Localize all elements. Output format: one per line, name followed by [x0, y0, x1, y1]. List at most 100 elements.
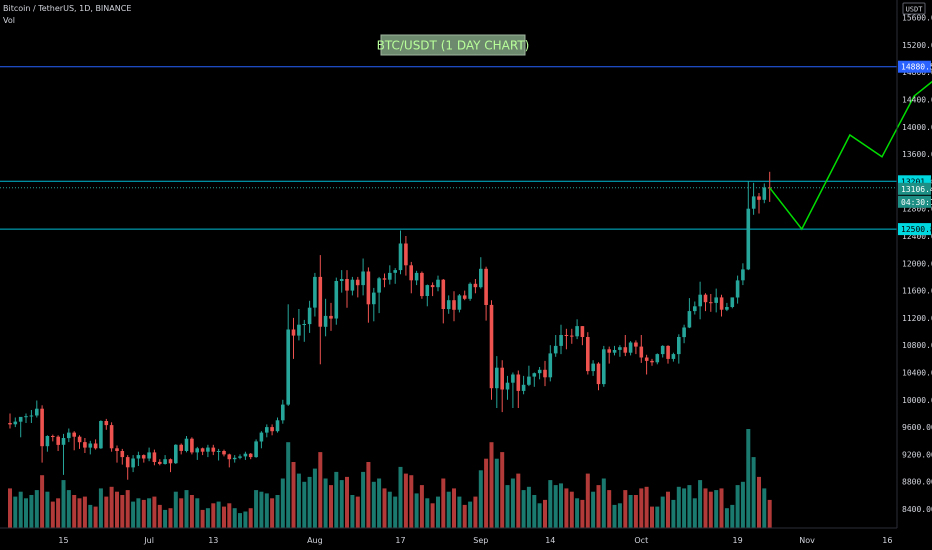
volume-bar — [569, 491, 574, 528]
candle-body — [650, 360, 654, 363]
volume-bar — [136, 498, 141, 528]
volume-bar — [559, 483, 563, 528]
x-tick-label: Nov — [799, 536, 815, 545]
volume-bar — [377, 478, 382, 528]
candle-body — [559, 335, 563, 346]
volume-bar — [179, 498, 184, 528]
volume-bar — [141, 499, 146, 528]
x-tick-label: Sep — [473, 536, 488, 545]
candle-body — [570, 335, 574, 337]
candle-body — [511, 374, 515, 383]
candle-body — [746, 208, 751, 270]
volume-bar — [350, 495, 355, 528]
candle-body — [302, 324, 306, 325]
volume-bar — [147, 498, 152, 528]
volume-bar — [500, 452, 505, 528]
y-tick-label: 11600.00 — [902, 287, 932, 296]
candle-body — [158, 461, 162, 464]
volume-bar — [414, 493, 419, 528]
volume-bar — [708, 491, 713, 528]
volume-bar — [227, 503, 232, 529]
candle-body — [660, 345, 665, 355]
volume-bar — [157, 504, 162, 528]
volume-bar — [248, 508, 253, 528]
candle-body — [248, 453, 253, 458]
candle-body — [211, 447, 216, 452]
volume-bar — [34, 490, 39, 529]
candle-body — [580, 326, 585, 337]
candle-body — [479, 268, 483, 288]
candle-body — [457, 295, 462, 310]
volume-bar — [537, 503, 542, 529]
candle-body — [174, 444, 178, 464]
volume-bar — [318, 452, 323, 528]
candle-body — [8, 423, 12, 425]
volume-bar — [548, 480, 553, 528]
candle-body — [109, 425, 114, 449]
volume-bar — [596, 485, 601, 528]
volume-bar — [687, 485, 692, 528]
x-tick-label: Oct — [634, 536, 648, 545]
horizontal-levels — [0, 66, 897, 230]
volume-bar — [617, 503, 622, 529]
candle-body — [345, 279, 349, 291]
y-tick-label: 13600.00 — [902, 150, 932, 159]
volume-bar — [120, 495, 125, 528]
volume-bar — [355, 496, 360, 528]
candle-body — [141, 455, 146, 459]
volume-bar — [323, 478, 328, 528]
volume-bar — [72, 495, 77, 528]
candle-body — [762, 187, 767, 200]
volume-bar — [366, 462, 371, 528]
x-tick-label: 14 — [545, 536, 555, 545]
candle-body — [553, 345, 558, 354]
volume-bar — [361, 471, 366, 528]
volume-bar — [671, 499, 676, 528]
time-axis[interactable]: 15 Jul 13 Aug 17 Sep 14 Oct 19 Nov 16 — [0, 527, 897, 545]
volume-bar — [468, 501, 473, 528]
candle-body — [564, 335, 569, 336]
volume-bar — [115, 491, 119, 528]
volume-bar — [494, 458, 499, 528]
x-tick-label: Jul — [143, 536, 154, 545]
volume-bar — [623, 490, 628, 529]
volume-bar — [163, 509, 168, 529]
price-axis[interactable]: 8400.00 8800.00 9200.00 9600.00 10000.00 1040… — [896, 0, 932, 528]
candle-body — [532, 373, 537, 377]
volume-bar — [446, 491, 451, 528]
volume-bar — [601, 478, 606, 528]
candle-body — [612, 350, 617, 353]
volume-bar — [607, 490, 612, 529]
candle-body — [639, 346, 644, 358]
candle-body — [484, 268, 488, 305]
volume-bar — [532, 495, 537, 528]
volume-bar — [93, 506, 98, 528]
candle-body — [286, 329, 290, 405]
volume-bar — [259, 491, 264, 528]
candle-body — [505, 382, 510, 390]
candle-body — [350, 279, 355, 291]
volume-bar — [526, 486, 531, 529]
candle-body — [420, 272, 424, 297]
y-tick-label: 10800.00 — [902, 341, 932, 350]
volume-bar — [650, 506, 654, 528]
volume-bar — [666, 491, 670, 528]
countdown-tag-bg — [898, 195, 931, 208]
candle-body — [361, 271, 365, 286]
candle-body — [436, 279, 440, 288]
volume-bar — [682, 488, 687, 528]
candle-body — [693, 306, 697, 312]
y-tick-label: 11200.00 — [902, 314, 932, 323]
candle-body — [591, 363, 595, 372]
candle-body — [628, 342, 633, 353]
candle-body — [51, 436, 55, 437]
candle-body — [339, 279, 344, 281]
candle-body — [655, 354, 660, 363]
volume-bar — [751, 457, 756, 529]
volume-bar — [238, 513, 242, 528]
y-tick-label: 15600.00 — [902, 14, 932, 23]
x-tick-label: Aug — [307, 536, 323, 545]
currency-badge: USDT — [902, 2, 926, 15]
candle-body — [195, 448, 199, 453]
